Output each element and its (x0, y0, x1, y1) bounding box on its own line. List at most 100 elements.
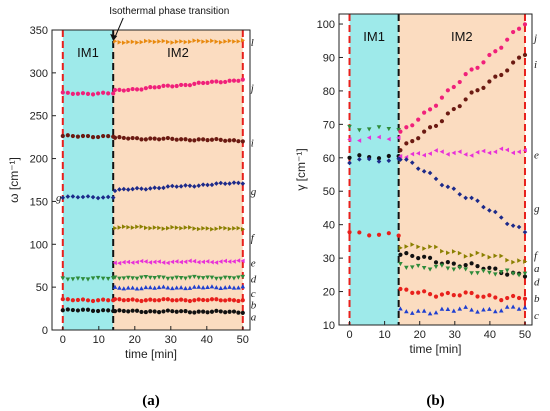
data-point (404, 244, 409, 249)
data-point (410, 139, 415, 144)
data-point (223, 310, 228, 315)
panel-caption: (b) (426, 393, 444, 409)
data-point (240, 284, 246, 289)
data-point (135, 224, 140, 230)
data-point (130, 260, 135, 265)
data-point (183, 225, 188, 230)
data-point (236, 180, 241, 186)
data-point (170, 224, 175, 230)
data-point (70, 298, 75, 303)
data-point (144, 38, 149, 44)
data-point (187, 298, 193, 304)
series-label: b (534, 293, 540, 305)
data-point (445, 266, 451, 271)
data-point (510, 271, 516, 276)
data-point (161, 309, 166, 314)
data-point (499, 253, 504, 259)
data-point (65, 194, 71, 199)
data-point (106, 134, 111, 139)
data-point (439, 182, 445, 188)
data-point (188, 39, 193, 45)
data-point (481, 252, 486, 258)
data-point (156, 259, 161, 264)
data-point (433, 123, 439, 129)
data-point (439, 95, 445, 100)
data-point (125, 275, 131, 280)
series-label: c (251, 288, 256, 300)
data-point (70, 194, 76, 199)
data-point (134, 259, 139, 265)
data-point (357, 153, 362, 158)
data-point (347, 230, 352, 235)
data-point (101, 90, 106, 95)
data-point (192, 258, 197, 264)
y-tick-label: 50 (323, 186, 335, 198)
data-point (85, 133, 91, 139)
data-point (174, 259, 179, 264)
data-point (134, 276, 140, 281)
data-point (205, 259, 210, 264)
data-point (147, 260, 153, 265)
data-point (416, 255, 421, 261)
im1-region (62, 30, 114, 330)
data-point (439, 149, 444, 155)
data-point (90, 298, 96, 304)
data-point (427, 125, 433, 130)
data-point (499, 298, 504, 303)
data-point (169, 286, 175, 291)
data-point (95, 91, 101, 96)
data-point (183, 82, 188, 88)
data-point (179, 225, 184, 231)
data-point (493, 253, 498, 259)
data-point (439, 292, 445, 297)
data-point (117, 276, 122, 281)
x-tick-label: 10 (93, 334, 105, 346)
data-point (522, 229, 528, 235)
data-point (187, 138, 193, 143)
data-point (126, 87, 131, 93)
data-point (80, 133, 86, 139)
data-point (152, 259, 157, 265)
y-tick-label: 100 (30, 239, 48, 251)
data-point (366, 156, 372, 162)
data-point (178, 276, 184, 281)
data-point (85, 91, 91, 96)
data-point (152, 185, 157, 191)
x-tick-label: 50 (519, 329, 531, 341)
data-point (218, 309, 223, 314)
data-point (135, 40, 140, 45)
data-point (240, 258, 245, 264)
data-point (139, 286, 144, 291)
data-point (347, 155, 352, 160)
data-point (130, 225, 135, 230)
data-point (504, 147, 510, 153)
data-point (165, 297, 170, 302)
x-tick-label: 20 (129, 334, 141, 346)
data-point (200, 276, 206, 281)
data-point (218, 298, 223, 303)
data-point (156, 275, 162, 280)
data-point (398, 261, 403, 267)
data-point (493, 209, 498, 215)
data-point (112, 297, 118, 302)
data-point (139, 87, 144, 92)
data-point (80, 194, 86, 200)
data-point (169, 276, 175, 281)
data-point (487, 208, 492, 213)
data-point (404, 251, 409, 256)
data-point (463, 304, 468, 309)
data-point (493, 49, 498, 54)
data-point (463, 152, 468, 157)
data-point (433, 176, 439, 182)
data-point (386, 136, 391, 142)
data-point (205, 182, 210, 188)
data-point (156, 84, 162, 90)
data-point (117, 134, 122, 140)
data-point (404, 125, 409, 130)
data-point (85, 307, 91, 312)
data-point (161, 284, 166, 289)
data-point (516, 55, 522, 60)
data-point (156, 285, 162, 290)
